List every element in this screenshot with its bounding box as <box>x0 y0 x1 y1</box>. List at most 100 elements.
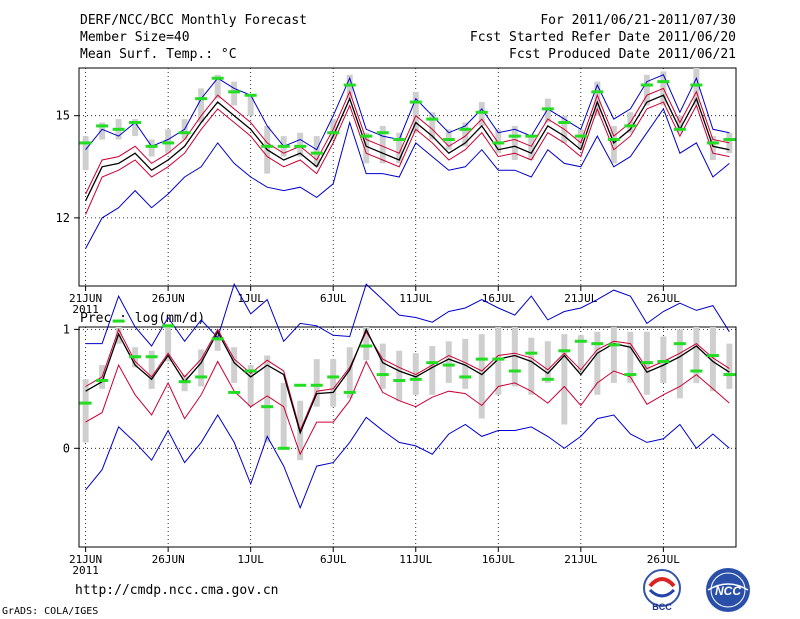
panel0-median-20 <box>409 100 422 104</box>
panel0-median-11 <box>261 144 274 148</box>
panel0-median-24 <box>475 110 488 114</box>
panel1-median-30 <box>574 339 587 343</box>
panel0-frame <box>78 67 737 287</box>
panel1-box-20 <box>412 353 419 395</box>
panel1-box-22 <box>445 341 452 383</box>
panel1-median-33 <box>624 373 637 377</box>
panel0-box-31 <box>594 81 601 116</box>
panel1-box-25 <box>495 327 502 395</box>
panel1-box-16 <box>346 347 353 399</box>
panel1-median-23 <box>459 375 472 379</box>
panel0-box-32 <box>610 125 617 164</box>
panel0-box-5 <box>165 129 172 154</box>
panel1-median-7 <box>195 375 208 379</box>
panel1-median-25 <box>492 357 505 361</box>
panel0-xtick-label-2: 1JUL <box>237 292 264 305</box>
chart-title: DERF/NCC/BCC Monthly Forecast <box>80 13 307 28</box>
panel1-median-19 <box>393 379 406 383</box>
panel1-box-36 <box>676 329 683 399</box>
panel0-ytick-label-0: 12 <box>56 211 70 225</box>
panel1-xtick-label-1: 26JUN <box>152 553 185 566</box>
panel1-series-0 <box>85 282 730 347</box>
panel1-xtick-label-4: 11JUL <box>399 553 432 566</box>
panel1-median-10 <box>244 369 257 373</box>
panel0-median-9 <box>228 90 241 94</box>
panel0-median-30 <box>574 134 587 138</box>
panel0-median-22 <box>442 138 455 142</box>
panel1-xtick-label-3: 6JUL <box>320 553 347 566</box>
panel1-median-39 <box>723 373 736 377</box>
panel0-xtick-label-7: 26JUL <box>647 292 680 305</box>
panel0-box-25 <box>495 129 502 154</box>
panel0-box-8 <box>214 74 221 99</box>
variable-label: Mean Surf. Temp.: °C <box>80 47 237 62</box>
panel0-median-34 <box>640 83 653 87</box>
panel0-median-10 <box>244 93 257 97</box>
panel1-box-33 <box>627 331 634 383</box>
panel0-box-28 <box>544 98 551 123</box>
panel0-series-0 <box>85 74 730 151</box>
panel1-box-12 <box>280 382 287 449</box>
panel1-box-19 <box>396 350 403 401</box>
panel1-xtick-label-7: 26JUL <box>647 553 680 566</box>
member-size-label: Member Size=40 <box>80 30 190 45</box>
panel0-median-3 <box>129 121 142 124</box>
precip-panel-title: Prec.: log(mm/d) <box>80 311 206 326</box>
panel1-median-27 <box>525 351 538 355</box>
temperature-panel: 21JUN 26JUN 1JUL 6JUL 11JUL 16JUL 21JUL 26JUL 20… <box>56 67 737 316</box>
panel0-xtick-label-5: 16JUL <box>482 292 515 305</box>
ncc-logo: NCC <box>706 568 750 612</box>
panel0-median-27 <box>525 134 538 138</box>
panel1-box-30 <box>577 335 584 371</box>
panel1-median-18 <box>376 373 389 377</box>
precipitation-panel: 21JUN 26JUN 1JUL 6JUL 11JUL 16JUL 21JUL 26JUL20… <box>63 282 737 577</box>
panel1-series-2 <box>85 327 730 435</box>
panel0-median-8 <box>211 76 224 80</box>
panel0-box-36 <box>676 115 683 133</box>
panel1-median-1 <box>96 379 109 383</box>
panel0-median-35 <box>657 80 670 84</box>
panel0-xtick-label-6: 21JUL <box>564 292 597 305</box>
panel1-median-17 <box>360 344 373 348</box>
panel0-box-39 <box>726 132 733 154</box>
panel1-box-10 <box>247 365 254 407</box>
panel1-xtick-label-6: 21JUL <box>564 553 597 566</box>
panel1-median-5 <box>162 324 175 328</box>
panel1-series-1 <box>85 328 730 433</box>
panel0-median-38 <box>706 141 719 145</box>
panel1-xtick-label-2: 1JUL <box>237 553 264 566</box>
panel0-median-25 <box>492 141 505 145</box>
panel1-median-35 <box>657 359 670 363</box>
panel1-box-18 <box>379 343 386 389</box>
panel0-box-3 <box>132 119 139 137</box>
panel0-xtick-label-0: 21JUN <box>69 292 102 305</box>
source-url[interactable]: http://cmdp.ncc.cma.gov.cn <box>75 583 279 598</box>
panel1-median-28 <box>541 377 554 381</box>
panel1-median-16 <box>343 390 356 394</box>
panel1-median-24 <box>475 357 488 361</box>
panel1-frame <box>78 326 737 548</box>
panel0-box-10 <box>247 95 254 116</box>
panel0-median-5 <box>162 141 175 145</box>
panel0-box-38 <box>709 136 716 160</box>
panel1-median-13 <box>294 383 307 387</box>
panel1-box-27 <box>528 337 535 395</box>
panel0-box-0 <box>82 136 89 171</box>
panel1-box-8 <box>214 331 221 351</box>
panel0-box-1 <box>99 122 106 140</box>
panel1-median-2 <box>112 319 125 323</box>
panel0-median-15 <box>327 131 340 135</box>
panel1-median-0 <box>79 401 92 405</box>
panel0-median-31 <box>591 90 604 94</box>
panel1-series-4 <box>85 414 730 510</box>
panel0-series-3 <box>85 101 730 215</box>
panel0-median-28 <box>541 107 554 111</box>
panel0-box-16 <box>346 74 353 99</box>
panel1-median-4 <box>145 355 158 359</box>
panel0-median-21 <box>426 117 439 121</box>
panel0-median-17 <box>360 134 373 138</box>
panel0-box-30 <box>577 129 584 150</box>
panel1-median-31 <box>591 342 604 346</box>
panel1-box-17 <box>363 327 370 361</box>
panel1-box-32 <box>610 327 617 383</box>
